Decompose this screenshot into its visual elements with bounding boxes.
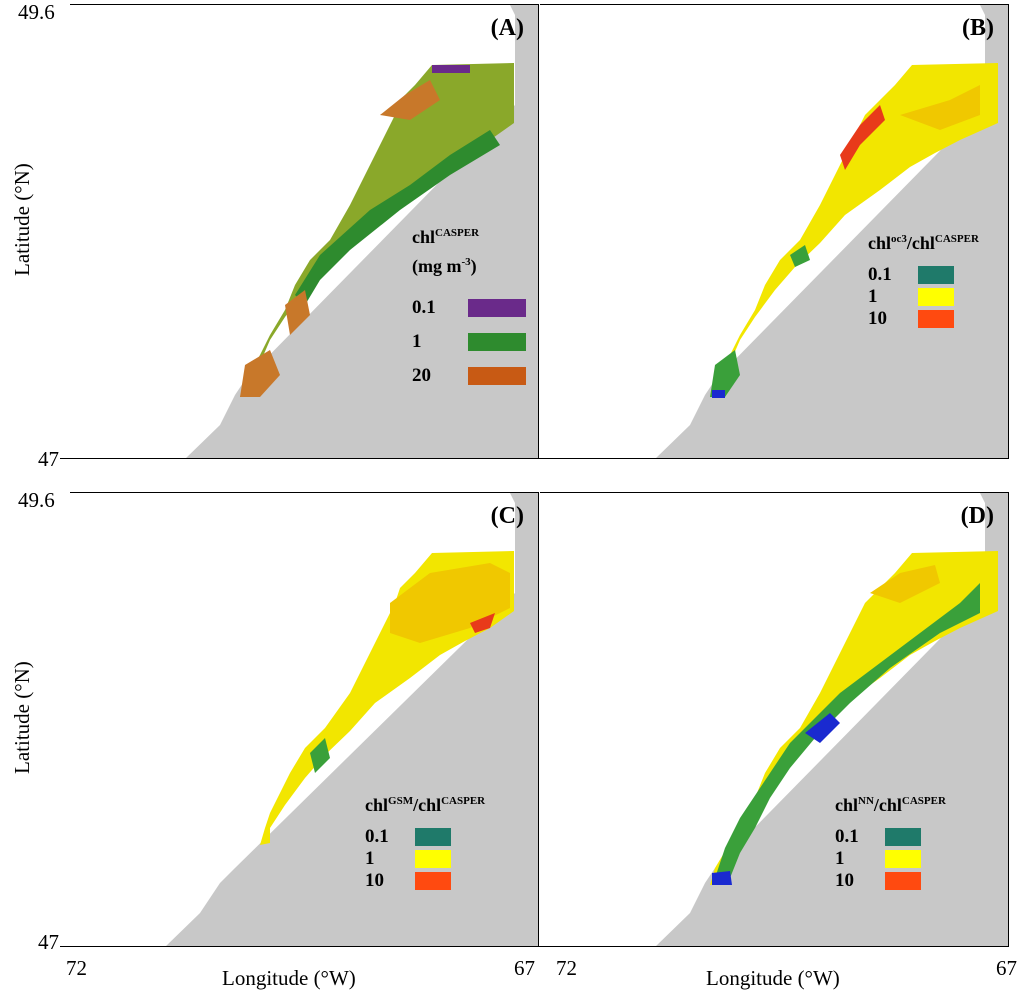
patch-b-4 [900,85,980,130]
legend-a-title: chlCASPER [412,227,480,247]
lat-tick-mark [60,458,72,459]
lat-tick-top-1: 49.6 [18,0,55,24]
patch-b-2 [710,350,740,397]
legend-d-item: 10 [835,870,946,892]
legend-d-item: 1 [835,848,946,870]
water-region-b [710,63,998,397]
patch-d-1 [715,583,980,878]
legend-d-title: chlNN/chlCASPER [835,795,946,815]
lat-tick-bottom-2: 47 [38,930,59,954]
x-axis-label-right: Longitude (°W) [706,966,840,990]
legend-b-swatch [918,266,954,284]
lat-tick-bottom-1: 47 [38,447,59,471]
legend-a-item: 1 [412,325,526,359]
legend-d-swatch [885,850,921,868]
legend-a-item: 20 [412,359,526,393]
legend-b-item: 1 [868,286,979,308]
legend-b-swatch [918,288,954,306]
legend-c: chlGSM/chlCASPER 0.1 1 10 [365,795,485,892]
legend-c-title: chlGSM/chlCASPER [365,795,486,815]
patch-a-4 [432,65,470,73]
patch-b-3 [790,245,810,267]
legend-c-swatch [415,850,451,868]
legend-c-item: 1 [365,848,485,870]
lon-tick-right-1: 67 [514,956,535,980]
legend-d-swatch [885,828,921,846]
patch-a-1 [295,130,500,305]
panel-label-d: (D) [960,503,994,529]
panel-d: (D) chlNN/chlCASPER 0.1 1 10 [540,492,1009,947]
legend-b-swatch [918,310,954,328]
legend-d-swatch [885,872,921,890]
legend-a-swatch [468,333,526,351]
patch-c-3 [470,613,495,633]
legend-c-item: 0.1 [365,826,485,848]
patch-a-5 [285,290,310,335]
x-axis-label-left: Longitude (°W) [222,966,356,990]
patch-b-5 [712,390,725,398]
legend-c-swatch [415,872,451,890]
legend-b: chloc3/chlCASPER 0.1 1 10 [868,233,979,330]
lat-tick-mark [530,946,542,947]
panel-label-c: (C) [490,503,524,529]
legend-a-item: 0.1 [412,291,526,325]
map-a [185,5,538,459]
panel-c: (C) chlGSM/chlCASPER 0.1 1 10 [70,492,539,947]
panel-a: (A) chlCASPER (mg m-3) 0.1 1 20 [70,4,539,459]
legend-d: chlNN/chlCASPER 0.1 1 10 [835,795,946,892]
lat-tick-mark [530,458,542,459]
patch-d-2 [805,713,840,743]
map-b [655,5,1008,459]
legend-a-units: (mg m-3) [412,256,477,276]
lon-tick-right-2: 67 [996,956,1017,980]
land-a [185,5,538,459]
land-b [655,5,1008,459]
panel-label-a: (A) [490,15,524,41]
patch-a-3 [380,80,440,120]
lat-tick-mark [60,946,72,947]
legend-d-item: 0.1 [835,826,946,848]
legend-b-item: 10 [868,308,979,330]
legend-a-swatch [468,367,526,385]
lon-tick-left-2: 72 [556,956,577,980]
water-region-a [240,63,514,397]
panel-b: (B) chloc3/chlCASPER 0.1 1 10 [540,4,1009,459]
legend-a: chlCASPER (mg m-3) 0.1 1 20 [412,227,526,393]
legend-b-item: 0.1 [868,264,979,286]
patch-c-2 [310,738,330,773]
legend-c-swatch [415,828,451,846]
legend-a-swatch [468,299,526,317]
legend-b-title: chloc3/chlCASPER [868,233,979,253]
panel-label-b: (B) [962,15,994,41]
y-axis-label-top: Latitude (°N) [10,163,34,276]
legend-c-item: 10 [365,870,485,892]
patch-b-1 [840,105,885,170]
lon-tick-left-1: 72 [66,956,87,980]
patch-d-3 [712,871,732,885]
y-axis-label-bottom: Latitude (°N) [10,661,34,774]
patch-d-4 [870,565,940,603]
lat-tick-top-2: 49.6 [18,488,55,512]
patch-a-2 [240,350,280,397]
